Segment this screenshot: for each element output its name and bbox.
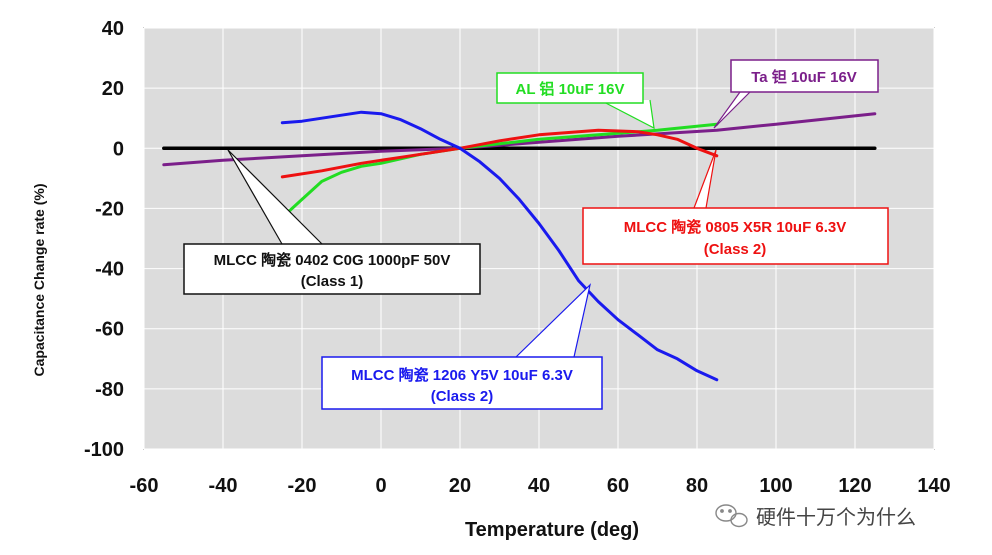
callout-al: AL 铝 10uF 16V (496, 72, 644, 104)
x-tick-label: 100 (759, 475, 792, 497)
series-y5v-line (280, 110, 719, 382)
y-tick-label: -40 (95, 259, 124, 281)
y-tick-label: 40 (102, 18, 124, 40)
callout-x5r: MLCC 陶瓷 0805 X5R 10uF 6.3V (Class 2) (582, 207, 889, 265)
callout-ta: Ta 钽 10uF 16V (730, 59, 879, 93)
x-axis-label: Temperature (deg) (465, 519, 639, 541)
callout-c0g-line1: MLCC 陶瓷 0402 C0G 1000pF 50V (214, 251, 451, 269)
callout-al-text: AL 铝 10uF 16V (516, 80, 625, 98)
x-tick-label: 20 (449, 475, 471, 497)
y-tick-label: -80 (95, 379, 124, 401)
y-tick-label: -100 (84, 439, 124, 461)
watermark: 硬件十万个为什么 (715, 504, 916, 529)
y-axis-label: Capacitance Change rate (%) (31, 184, 47, 377)
callout-ta-text: Ta 钽 10uF 16V (751, 68, 857, 86)
pointer-c0g (227, 149, 323, 245)
y-axis-ticks: 40 20 0 -20 -40 -60 -80 -100 (84, 18, 124, 461)
x-tick-label: 80 (686, 475, 708, 497)
pointer-x5r (693, 149, 717, 209)
callout-y5v: MLCC 陶瓷 1206 Y5V 10uF 6.3V (Class 2) (321, 356, 603, 410)
wechat-icon (715, 504, 748, 528)
callout-c0g: MLCC 陶瓷 0402 C0G 1000pF 50V (Class 1) (183, 243, 481, 295)
callout-c0g-line2: (Class 1) (301, 273, 364, 290)
x-tick-label: 140 (917, 475, 950, 497)
callout-x5r-line1: MLCC 陶瓷 0805 X5R 10uF 6.3V (624, 218, 847, 236)
x-tick-label: -60 (130, 475, 159, 497)
x-tick-label: 60 (607, 475, 629, 497)
callout-y5v-line2: (Class 2) (431, 388, 494, 405)
y-tick-label: 0 (113, 138, 124, 160)
callout-y5v-line1: MLCC 陶瓷 1206 Y5V 10uF 6.3V (351, 366, 573, 384)
y-tick-label: -20 (95, 198, 124, 220)
watermark-text: 硬件十万个为什么 (756, 505, 916, 529)
x-tick-label: 120 (838, 475, 871, 497)
callout-pointers (227, 91, 751, 358)
x-tick-label: -40 (209, 475, 238, 497)
series-lines (162, 110, 877, 382)
y-tick-label: -60 (95, 319, 124, 341)
pointer-al (599, 99, 655, 130)
x-axis-ticks: -60 -40 -20 0 20 40 60 80 100 120 140 (130, 475, 951, 497)
pointer-y5v (515, 283, 592, 358)
x-tick-label: -20 (288, 475, 317, 497)
series-x5r-line (280, 128, 719, 179)
x-tick-label: 0 (375, 475, 386, 497)
x-tick-label: 40 (528, 475, 550, 497)
callout-x5r-line2: (Class 2) (704, 241, 767, 258)
y-tick-label: 20 (102, 78, 124, 100)
pointer-ta (713, 91, 751, 129)
